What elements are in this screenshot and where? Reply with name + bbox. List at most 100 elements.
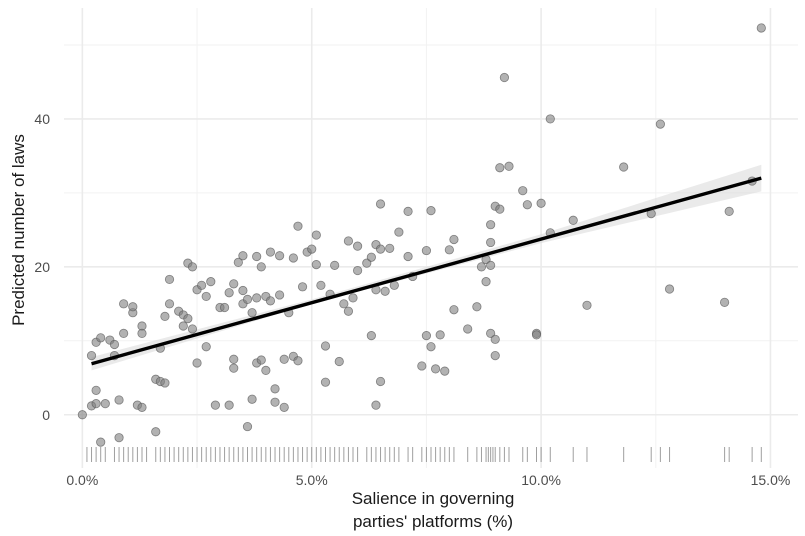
data-point bbox=[421, 331, 432, 341]
data-point bbox=[320, 341, 331, 351]
data-point bbox=[531, 330, 542, 340]
data-point bbox=[490, 334, 500, 344]
major-gridlines bbox=[64, 8, 798, 468]
data-point bbox=[293, 221, 303, 231]
data-point bbox=[449, 305, 459, 315]
data-points bbox=[77, 23, 766, 447]
data-point bbox=[756, 23, 766, 33]
data-point bbox=[151, 427, 161, 437]
data-point bbox=[178, 321, 188, 331]
y-tick-label: 40 bbox=[34, 111, 50, 127]
data-point bbox=[486, 220, 496, 230]
data-point bbox=[664, 284, 675, 294]
data-point bbox=[242, 294, 253, 304]
data-point bbox=[252, 293, 262, 303]
data-point bbox=[504, 161, 514, 171]
data-point bbox=[96, 333, 106, 343]
x-tick-label: 0.0% bbox=[66, 472, 98, 488]
data-point bbox=[119, 299, 129, 309]
data-point bbox=[426, 342, 436, 352]
data-point bbox=[265, 296, 276, 306]
data-point bbox=[242, 421, 253, 432]
data-point bbox=[536, 198, 546, 208]
data-point bbox=[421, 245, 432, 256]
data-point bbox=[109, 339, 120, 350]
data-point bbox=[206, 277, 216, 287]
data-point bbox=[119, 328, 129, 339]
x-tick-label: 5.0% bbox=[296, 472, 328, 488]
data-point bbox=[522, 200, 532, 210]
data-point bbox=[197, 280, 207, 290]
data-point bbox=[375, 244, 386, 254]
data-point bbox=[311, 230, 321, 240]
data-point bbox=[256, 355, 266, 365]
data-point bbox=[270, 384, 280, 394]
x-tick-label: 10.0% bbox=[521, 472, 561, 488]
data-point bbox=[91, 385, 101, 395]
x-axis-title-line-1: Salience in governing bbox=[352, 489, 515, 508]
data-point bbox=[91, 399, 101, 409]
data-point bbox=[316, 280, 326, 290]
data-point bbox=[495, 204, 505, 214]
data-point bbox=[233, 257, 243, 268]
data-point bbox=[288, 253, 298, 263]
data-point bbox=[270, 397, 280, 407]
data-point bbox=[444, 245, 454, 255]
data-point bbox=[568, 215, 578, 225]
data-point bbox=[330, 260, 340, 270]
data-point bbox=[403, 251, 413, 262]
data-point bbox=[297, 282, 308, 292]
data-point bbox=[201, 342, 211, 352]
data-point bbox=[380, 286, 390, 296]
data-point bbox=[430, 364, 441, 374]
data-point bbox=[238, 251, 248, 261]
data-point bbox=[224, 288, 234, 298]
y-tick-label: 20 bbox=[34, 259, 50, 275]
data-point bbox=[160, 311, 170, 321]
data-point bbox=[160, 378, 170, 388]
data-point bbox=[100, 399, 110, 409]
x-tick-label: 15.0% bbox=[751, 472, 791, 488]
data-point bbox=[619, 162, 629, 172]
data-point bbox=[192, 358, 202, 368]
data-point bbox=[490, 350, 500, 361]
data-point bbox=[114, 433, 124, 443]
data-point bbox=[476, 262, 487, 272]
data-point bbox=[275, 290, 285, 300]
data-point bbox=[307, 244, 317, 254]
data-point bbox=[343, 236, 354, 246]
data-point bbox=[352, 265, 363, 276]
minor-gridlines bbox=[64, 8, 798, 468]
data-point bbox=[275, 251, 285, 261]
data-point bbox=[96, 437, 106, 447]
data-point bbox=[518, 186, 528, 196]
data-point bbox=[375, 376, 386, 387]
data-point bbox=[320, 377, 331, 387]
data-point bbox=[137, 402, 147, 412]
data-point bbox=[256, 262, 266, 272]
data-point bbox=[371, 400, 381, 410]
data-point bbox=[137, 328, 147, 339]
data-point bbox=[261, 365, 271, 375]
data-point bbox=[481, 277, 491, 287]
data-point bbox=[582, 300, 592, 310]
data-point bbox=[210, 400, 220, 410]
data-point bbox=[252, 251, 262, 262]
data-point bbox=[403, 206, 413, 216]
data-point bbox=[486, 237, 496, 248]
data-point bbox=[164, 299, 175, 309]
data-point bbox=[334, 356, 344, 367]
data-point bbox=[224, 400, 234, 410]
data-point bbox=[435, 330, 445, 340]
data-point bbox=[183, 314, 193, 324]
data-point bbox=[449, 234, 459, 245]
data-point bbox=[472, 302, 482, 312]
data-point bbox=[463, 324, 473, 334]
data-point bbox=[486, 260, 496, 270]
y-tick-labels: 0 20 40 bbox=[34, 111, 50, 423]
data-point bbox=[247, 394, 257, 404]
data-point bbox=[229, 363, 239, 373]
y-axis-title: Predicted number of laws bbox=[9, 134, 28, 326]
data-point bbox=[339, 299, 349, 309]
